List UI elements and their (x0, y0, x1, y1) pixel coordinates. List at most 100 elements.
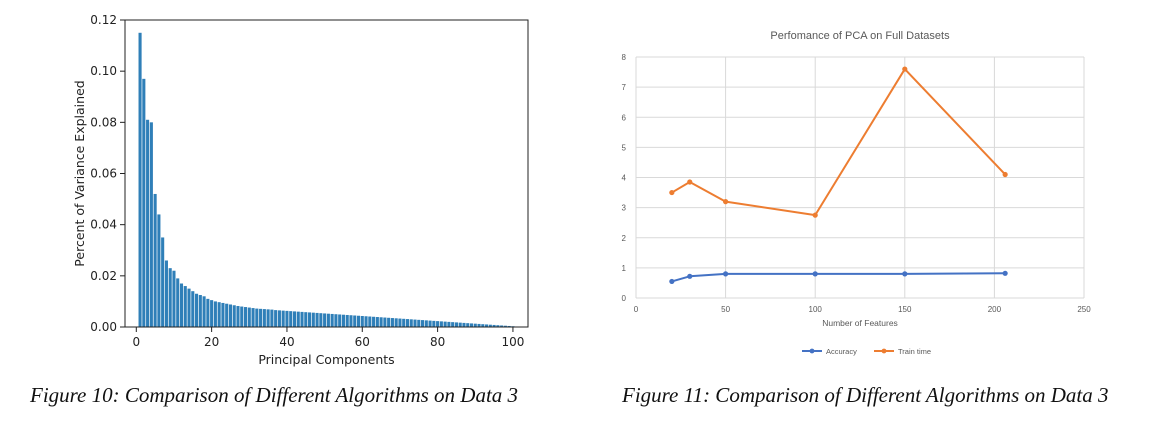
bar (319, 313, 323, 327)
bar (251, 308, 255, 327)
bar (473, 323, 477, 327)
y-tick-label: 7 (622, 83, 627, 92)
bar (405, 319, 410, 327)
x-tick-label: 0 (634, 305, 639, 314)
bar (308, 312, 312, 327)
bar (228, 304, 233, 327)
bar (496, 325, 500, 327)
bar (304, 312, 308, 327)
y-tick-label: 2 (622, 234, 627, 243)
y-tick-label: 6 (622, 113, 627, 122)
bar (349, 315, 353, 327)
bar (266, 309, 270, 327)
bar (262, 309, 266, 327)
y-tick-label: 0.12 (90, 13, 117, 27)
x-tick-label: 150 (898, 305, 912, 314)
bar (402, 318, 406, 327)
legend-label: Train time (898, 347, 931, 356)
bar (503, 325, 507, 327)
bar (240, 306, 244, 327)
bar (149, 122, 153, 327)
y-tick-label: 3 (622, 204, 627, 213)
bar (176, 278, 180, 327)
chart-title: Perfomance of PCA on Full Datasets (770, 30, 950, 42)
x-tick-label: 60 (355, 335, 370, 349)
x-axis-label: Principal Components (258, 352, 394, 367)
bar (213, 301, 217, 327)
bar (161, 237, 165, 327)
bar (462, 322, 466, 327)
bar (330, 313, 334, 327)
figure-11-caption: Figure 11: Comparison of Different Algor… (622, 383, 1109, 407)
bar (372, 316, 376, 327)
bar (221, 302, 225, 327)
x-tick-label: 20 (204, 335, 219, 349)
bar (202, 296, 206, 327)
y-tick-label: 0.00 (90, 320, 117, 334)
x-tick-label: 250 (1077, 305, 1091, 314)
bar (281, 310, 285, 327)
bar (417, 319, 421, 327)
bar (247, 307, 251, 327)
bar (146, 119, 150, 328)
bar (198, 295, 202, 327)
pca-performance-line-chart: 0 1 2 3 4 5 6 7 8 0 50 100 150 200 250 Perfomance of PC… (622, 30, 1092, 356)
series-line (671, 68, 1006, 217)
y-tick-label: 8 (622, 53, 627, 62)
data-point (723, 199, 729, 205)
y-tick-label: 4 (622, 174, 627, 183)
x-tick-label: 40 (279, 335, 294, 349)
legend-marker (809, 348, 815, 354)
bar (296, 311, 300, 327)
y-tick-label: 5 (622, 143, 627, 152)
bar (315, 312, 319, 327)
legend-marker (881, 348, 887, 354)
data-point (687, 273, 693, 279)
bar (413, 319, 417, 327)
plot-frame (124, 19, 529, 328)
bar (168, 268, 172, 327)
y-tick-label: 0.02 (90, 269, 117, 283)
bar (477, 323, 481, 327)
data-point (723, 271, 729, 277)
bar (409, 319, 413, 327)
bar (481, 324, 485, 327)
bar (183, 286, 187, 327)
bar (383, 317, 387, 327)
bar (469, 323, 474, 327)
bar (398, 318, 402, 327)
bar (259, 308, 263, 327)
bar (375, 317, 379, 327)
bar (507, 325, 511, 327)
bar (232, 305, 236, 327)
data-point (812, 271, 818, 277)
bar (225, 303, 229, 327)
bar (191, 291, 195, 327)
bar (187, 288, 191, 327)
x-tick-label: 0 (132, 335, 140, 349)
bar (488, 324, 492, 327)
bar (255, 308, 259, 327)
bar (394, 318, 398, 327)
bar (243, 307, 248, 327)
bar (451, 322, 455, 327)
bar (179, 283, 184, 327)
bar (164, 260, 168, 327)
bar (458, 322, 462, 327)
bar (466, 323, 470, 327)
y-tick-label: 0.04 (90, 218, 117, 232)
y-axis-label: Percent of Variance Explained (72, 80, 87, 266)
bar (390, 318, 394, 327)
y-tick-label: 1 (622, 264, 627, 273)
series-line (671, 272, 1006, 283)
bar (368, 316, 372, 327)
bar (270, 309, 274, 327)
bar (420, 320, 425, 327)
x-tick-label: 80 (430, 335, 445, 349)
y-tick-label: 0 (622, 294, 627, 303)
bar (341, 314, 345, 327)
bar (356, 315, 361, 327)
bar (454, 322, 458, 327)
bar (210, 300, 214, 327)
figure-10-caption: Figure 10: Comparison of Different Algor… (30, 383, 519, 407)
